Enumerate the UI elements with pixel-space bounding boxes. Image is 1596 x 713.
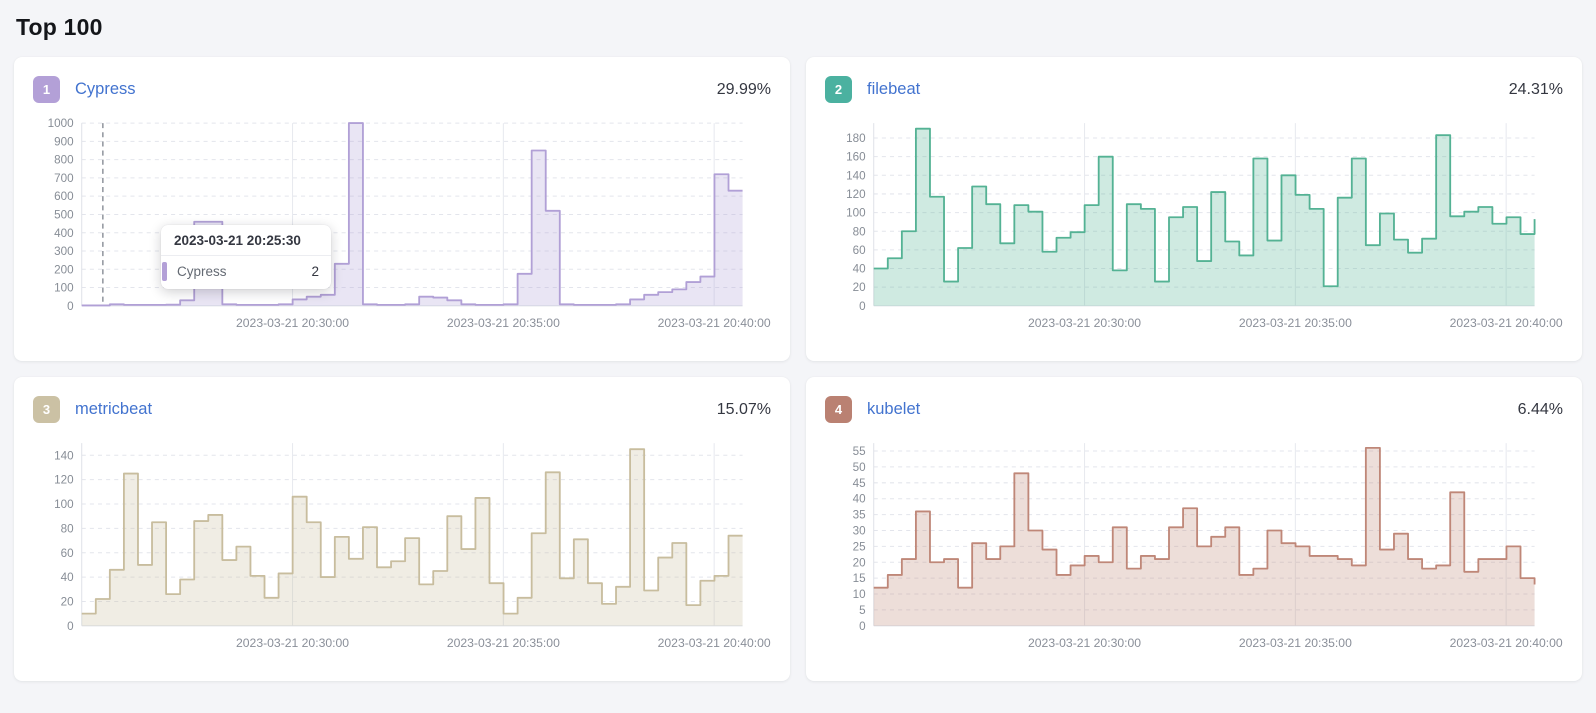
svg-text:40: 40 (61, 571, 74, 584)
area-step-chart[interactable]: 0 100 200 300 400 500 600 700 800 900 1000 2023-03-… (33, 117, 771, 332)
svg-text:25: 25 (853, 540, 866, 553)
svg-text:2023-03-21 20:40:00: 2023-03-21 20:40:00 (1450, 316, 1563, 330)
svg-text:2023-03-21 20:35:00: 2023-03-21 20:35:00 (1239, 316, 1352, 330)
card-header: 1 Cypress 29.99% (33, 76, 771, 103)
svg-text:100: 100 (54, 282, 74, 295)
series-link-filebeat[interactable]: filebeat (867, 80, 921, 98)
percentage-value: 29.99% (716, 80, 771, 98)
svg-text:20: 20 (61, 596, 74, 609)
page-title: Top 100 (16, 14, 103, 40)
svg-text:200: 200 (54, 263, 74, 276)
svg-text:20: 20 (853, 556, 866, 569)
svg-text:60: 60 (853, 244, 866, 257)
svg-text:2023-03-21 20:40:00: 2023-03-21 20:40:00 (658, 316, 771, 330)
svg-text:40: 40 (853, 493, 866, 506)
svg-text:0: 0 (859, 620, 866, 633)
svg-text:2023-03-21 20:40:00: 2023-03-21 20:40:00 (658, 636, 771, 650)
rank-badge: 2 (825, 76, 852, 103)
percentage-value: 6.44% (1517, 400, 1563, 418)
svg-text:0: 0 (67, 620, 74, 633)
svg-text:45: 45 (853, 477, 866, 490)
svg-text:30: 30 (853, 525, 866, 538)
svg-text:400: 400 (54, 227, 74, 240)
svg-text:300: 300 (54, 245, 74, 258)
percentage-value: 15.07% (716, 400, 771, 418)
svg-text:50: 50 (853, 461, 866, 474)
chart-area[interactable]: 0 5 10 15 20 25 30 35 40 45 50 55 2023-03-21 20:30:0… (825, 437, 1563, 652)
svg-text:100: 100 (54, 498, 74, 511)
chart-area[interactable]: 0 20 40 60 80 100 120 140 160 180 2023-03-21 20:30… (825, 117, 1563, 332)
svg-text:140: 140 (54, 449, 74, 462)
svg-text:2023-03-21 20:35:00: 2023-03-21 20:35:00 (447, 316, 560, 330)
svg-text:40: 40 (853, 263, 866, 276)
card-header: 2 filebeat 24.31% (825, 76, 1563, 103)
svg-text:0: 0 (859, 300, 866, 313)
svg-text:2023-03-21 20:40:00: 2023-03-21 20:40:00 (1450, 636, 1563, 650)
svg-text:55: 55 (853, 445, 866, 458)
chart-card-kubelet: 4 kubelet 6.44% 0 5 10 15 20 25 30 35 40 45 50 55 20… (806, 377, 1582, 681)
svg-text:80: 80 (853, 225, 866, 238)
area-step-chart[interactable]: 0 5 10 15 20 25 30 35 40 45 50 55 2023-03-21 20:30:0… (825, 437, 1563, 652)
svg-text:140: 140 (846, 169, 866, 182)
chart-card-cypress: 1 Cypress 29.99% 0 100 200 300 400 500 600 700 8… (14, 57, 790, 361)
svg-text:700: 700 (54, 172, 74, 185)
svg-text:5: 5 (859, 604, 865, 617)
svg-text:2023-03-21 20:35:00: 2023-03-21 20:35:00 (447, 636, 560, 650)
svg-text:2023-03-21 20:30:00: 2023-03-21 20:30:00 (236, 316, 349, 330)
svg-text:10: 10 (853, 588, 866, 601)
svg-text:800: 800 (54, 154, 74, 167)
svg-text:160: 160 (846, 151, 866, 164)
svg-text:900: 900 (54, 135, 74, 148)
svg-text:2023-03-21 20:35:00: 2023-03-21 20:35:00 (1239, 636, 1352, 650)
series-link-cypress[interactable]: Cypress (75, 80, 136, 98)
card-header: 4 kubelet 6.44% (825, 396, 1563, 423)
svg-text:100: 100 (846, 207, 866, 220)
charts-grid: 1 Cypress 29.99% 0 100 200 300 400 500 600 700 8… (14, 57, 1582, 681)
rank-badge: 3 (33, 396, 60, 423)
svg-text:180: 180 (846, 132, 866, 145)
svg-text:60: 60 (61, 547, 74, 560)
percentage-value: 24.31% (1508, 80, 1563, 98)
svg-text:0: 0 (67, 300, 74, 313)
chart-area[interactable]: 0 20 40 60 80 100 120 140 2023-03-21 20:30:00 202… (33, 437, 771, 652)
area-step-chart[interactable]: 0 20 40 60 80 100 120 140 2023-03-21 20:30:00 202… (33, 437, 771, 652)
svg-text:35: 35 (853, 509, 866, 522)
svg-text:20: 20 (853, 281, 866, 294)
chart-card-filebeat: 2 filebeat 24.31% 0 20 40 60 80 100 120 140 160 1… (806, 57, 1582, 361)
svg-text:2023-03-21 20:30:00: 2023-03-21 20:30:00 (1028, 636, 1141, 650)
svg-text:2023-03-21 20:30:00: 2023-03-21 20:30:00 (236, 636, 349, 650)
svg-text:600: 600 (54, 190, 74, 203)
svg-text:15: 15 (853, 572, 866, 585)
series-link-kubelet[interactable]: kubelet (867, 400, 921, 418)
area-step-chart[interactable]: 0 20 40 60 80 100 120 140 160 180 2023-03-21 20:30… (825, 117, 1563, 332)
rank-badge: 1 (33, 76, 60, 103)
chart-area[interactable]: 0 100 200 300 400 500 600 700 800 900 1000 2023-03-… (33, 117, 771, 332)
rank-badge: 4 (825, 396, 852, 423)
svg-text:500: 500 (54, 209, 74, 222)
svg-text:80: 80 (61, 522, 74, 535)
svg-text:1000: 1000 (48, 117, 74, 130)
chart-card-metricbeat: 3 metricbeat 15.07% 0 20 40 60 80 100 120 140 20… (14, 377, 790, 681)
svg-text:120: 120 (846, 188, 866, 201)
svg-text:120: 120 (54, 474, 74, 487)
series-link-metricbeat[interactable]: metricbeat (75, 400, 153, 418)
svg-text:2023-03-21 20:30:00: 2023-03-21 20:30:00 (1028, 316, 1141, 330)
card-header: 3 metricbeat 15.07% (33, 396, 771, 423)
